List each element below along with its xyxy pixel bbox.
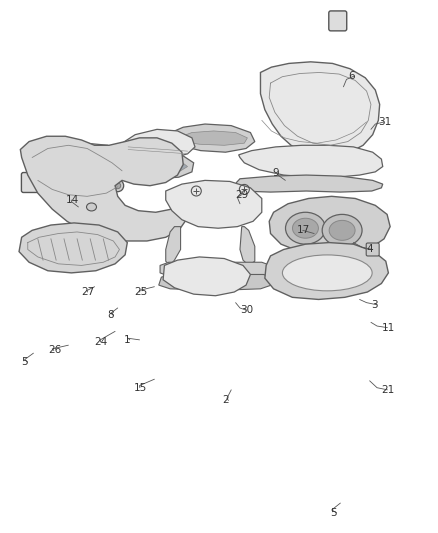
Polygon shape	[261, 62, 380, 156]
Ellipse shape	[328, 212, 356, 234]
Polygon shape	[128, 159, 187, 173]
Text: 8: 8	[108, 310, 114, 320]
FancyBboxPatch shape	[21, 173, 39, 192]
Text: 27: 27	[81, 287, 95, 297]
Text: 21: 21	[381, 385, 395, 395]
Polygon shape	[163, 257, 251, 296]
Polygon shape	[240, 227, 255, 265]
Polygon shape	[166, 180, 262, 228]
Polygon shape	[52, 143, 125, 177]
Polygon shape	[119, 130, 195, 159]
Polygon shape	[294, 214, 339, 236]
FancyBboxPatch shape	[329, 11, 347, 31]
Text: 2: 2	[223, 395, 229, 406]
Text: 9: 9	[272, 168, 279, 179]
Polygon shape	[269, 196, 390, 255]
Ellipse shape	[112, 180, 124, 192]
Text: 17: 17	[297, 225, 310, 236]
Text: 26: 26	[48, 345, 61, 356]
Text: 29: 29	[236, 190, 249, 200]
Text: 30: 30	[240, 305, 253, 315]
Text: 11: 11	[381, 322, 395, 333]
Ellipse shape	[322, 214, 362, 246]
Text: 14: 14	[65, 195, 78, 205]
Ellipse shape	[115, 183, 121, 189]
Polygon shape	[159, 274, 274, 290]
Ellipse shape	[286, 212, 325, 244]
Ellipse shape	[87, 203, 96, 211]
FancyBboxPatch shape	[366, 243, 379, 256]
Text: 24: 24	[95, 337, 108, 347]
Ellipse shape	[329, 220, 355, 240]
Text: 6: 6	[348, 71, 354, 81]
Ellipse shape	[293, 218, 318, 238]
Polygon shape	[166, 227, 180, 265]
Text: 25: 25	[134, 287, 147, 297]
Polygon shape	[169, 124, 255, 152]
Ellipse shape	[334, 216, 350, 230]
Ellipse shape	[283, 255, 372, 291]
Polygon shape	[120, 154, 194, 179]
Text: 31: 31	[378, 117, 392, 127]
Text: 4: 4	[367, 245, 373, 254]
Text: 15: 15	[134, 383, 147, 393]
Text: 3: 3	[371, 300, 378, 310]
Text: 5: 5	[21, 357, 28, 367]
Text: 1: 1	[124, 335, 131, 345]
Polygon shape	[265, 243, 389, 300]
Polygon shape	[177, 131, 247, 146]
Polygon shape	[239, 146, 383, 177]
Polygon shape	[20, 136, 187, 241]
Polygon shape	[236, 175, 383, 192]
Polygon shape	[160, 262, 271, 276]
Polygon shape	[19, 223, 127, 273]
Text: 5: 5	[330, 507, 337, 518]
Polygon shape	[61, 154, 118, 172]
